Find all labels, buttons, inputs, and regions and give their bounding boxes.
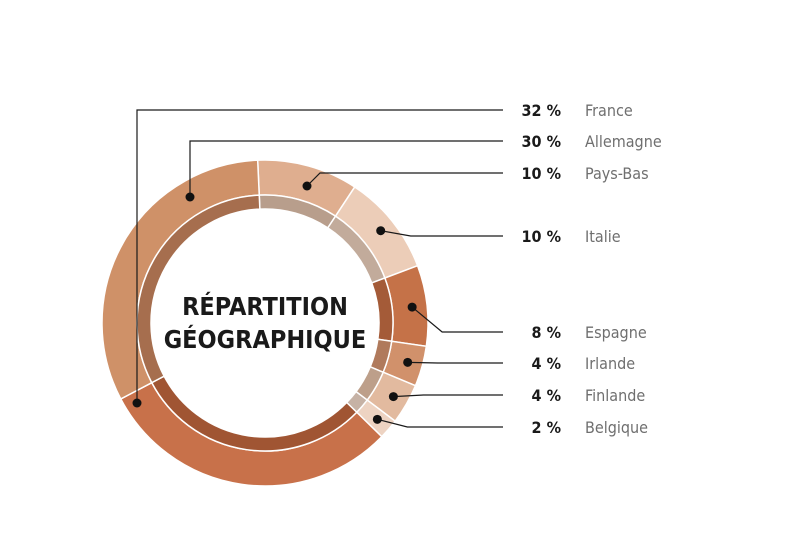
leader-dot-espagne <box>407 302 417 312</box>
category-label-irlande: Irlande <box>585 354 635 373</box>
leader-dot-france <box>132 398 142 408</box>
slice-france <box>101 159 261 400</box>
value-label-finlande: 4 % <box>532 386 561 405</box>
value-label-allemagne: 30 % <box>522 132 561 151</box>
category-label-italie: Italie <box>585 227 621 246</box>
leader-line-finlande <box>393 394 503 398</box>
chart-subtitle: GÉOGRAPHIQUE <box>164 325 367 354</box>
category-label-pays-bas: Pays-Bas <box>585 164 649 183</box>
leader-line-pays-bas <box>306 172 503 187</box>
category-label-espagne: Espagne <box>585 323 647 342</box>
category-label-finlande: Finlande <box>585 386 645 405</box>
leader-line-espagne <box>411 306 503 333</box>
slice-allemagne <box>119 381 383 487</box>
category-label-allemagne: Allemagne <box>585 132 662 151</box>
leader-dot-italie <box>376 226 386 236</box>
value-label-italie: 10 % <box>522 227 561 246</box>
value-label-irlande: 4 % <box>532 354 561 373</box>
value-label-espagne: 8 % <box>532 323 561 342</box>
leader-dot-allemagne <box>185 192 195 202</box>
leader-dot-irlande <box>403 357 413 367</box>
value-label-france: 32 % <box>522 101 561 120</box>
category-label-belgique: Belgique <box>585 418 648 437</box>
leader-line-france <box>136 109 503 403</box>
category-label-france: France <box>585 101 633 120</box>
chart-title: RÉPARTITION <box>182 292 348 321</box>
leader-dot-finlande <box>388 392 398 402</box>
value-label-belgique: 2 % <box>532 418 561 437</box>
leader-line-italie <box>380 230 503 237</box>
leader-line-irlande <box>407 361 503 364</box>
leader-line-belgique <box>377 418 503 428</box>
leader-dot-belgique <box>372 414 382 424</box>
slice-inner-france <box>136 194 261 384</box>
value-label-pays-bas: 10 % <box>522 164 561 183</box>
leader-dot-pays-bas <box>302 181 312 191</box>
leader-line-allemagne <box>189 140 503 197</box>
